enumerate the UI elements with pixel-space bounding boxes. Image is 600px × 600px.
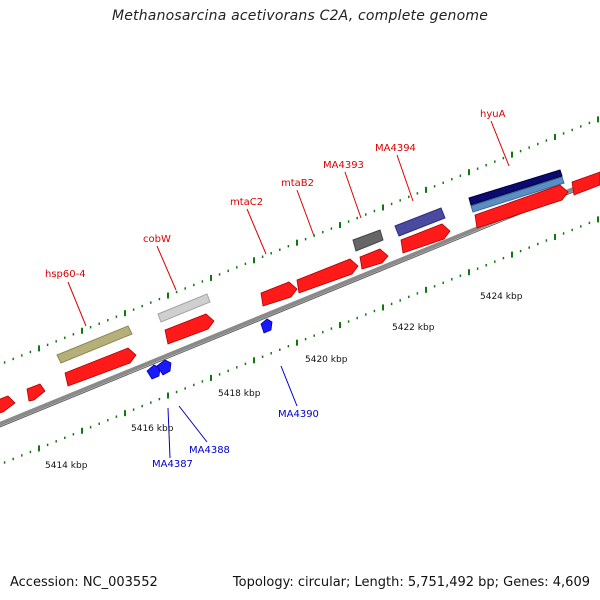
genome-backbone-shadow — [0, 180, 600, 428]
forward-gene-labels: hsp60-4 cobW mtaC2 mtaB2 MA4393 MA4394 h… — [45, 109, 510, 327]
gene-label-hyua[interactable]: hyuA — [480, 109, 506, 120]
cds-arrow[interactable] — [64, 347, 137, 387]
scale-label: 5422 kbp — [392, 323, 435, 333]
scale-label: 5418 kbp — [218, 389, 261, 399]
cds-arrow[interactable] — [571, 171, 600, 196]
gene-label-cobw[interactable]: cobW — [143, 234, 171, 245]
feature-bars — [56, 169, 565, 364]
cds-arrow[interactable] — [260, 281, 298, 307]
feature-bar-ma4393[interactable] — [352, 229, 384, 252]
gene-label-ma4387[interactable]: MA4387 — [152, 459, 193, 470]
map-title: Methanosarcina acetivorans C2A, complete… — [111, 8, 489, 24]
feature-bar-hyua-light[interactable] — [470, 176, 565, 213]
gene-label-mtab2[interactable]: mtaB2 — [281, 178, 314, 189]
scale-label: 5420 kbp — [305, 355, 348, 365]
scale-labels: 5414 kbp 5416 kbp 5418 kbp 5420 kbp 5422… — [45, 292, 523, 471]
cds-arrow[interactable] — [26, 383, 46, 402]
reverse-cds — [146, 318, 273, 380]
feature-bar-ma4394[interactable] — [394, 207, 446, 237]
gene-label-ma4394[interactable]: MA4394 — [375, 143, 416, 154]
accession-label: Accession: NC_003552 — [10, 575, 158, 590]
cds-arrow-reverse[interactable] — [146, 364, 161, 380]
forward-cds — [0, 171, 600, 414]
upper-tick-track — [3, 116, 599, 364]
cds-arrow[interactable] — [359, 248, 389, 270]
lower-tick-track — [3, 216, 599, 464]
gene-label-ma4390[interactable]: MA4390 — [278, 409, 319, 420]
feature-bar-cobw[interactable] — [157, 293, 211, 323]
reverse-gene-labels: MA4387 MA4388 MA4390 — [152, 365, 319, 470]
cds-arrow-reverse[interactable] — [156, 359, 172, 376]
scale-label: 5424 kbp — [480, 292, 523, 302]
cds-arrow[interactable] — [164, 313, 215, 345]
scale-label: 5416 kbp — [131, 424, 174, 434]
gene-label-ma4388[interactable]: MA4388 — [189, 445, 230, 456]
cds-arrow[interactable] — [400, 223, 451, 254]
feature-bar-hyua-dark[interactable] — [468, 169, 563, 206]
scale-label: 5414 kbp — [45, 461, 88, 471]
cds-arrow[interactable] — [474, 184, 569, 229]
cds-arrow[interactable] — [296, 258, 359, 294]
gene-label-ma4393[interactable]: MA4393 — [323, 160, 364, 171]
cds-arrow-reverse[interactable] — [260, 318, 273, 334]
feature-bar-hsp60[interactable] — [56, 325, 133, 364]
cds-arrow[interactable] — [0, 395, 16, 414]
gene-label-mtac2[interactable]: mtaC2 — [230, 197, 263, 208]
gene-label-hsp60-4[interactable]: hsp60-4 — [45, 269, 86, 280]
genome-summary: Topology: circular; Length: 5,751,492 bp… — [232, 575, 590, 590]
